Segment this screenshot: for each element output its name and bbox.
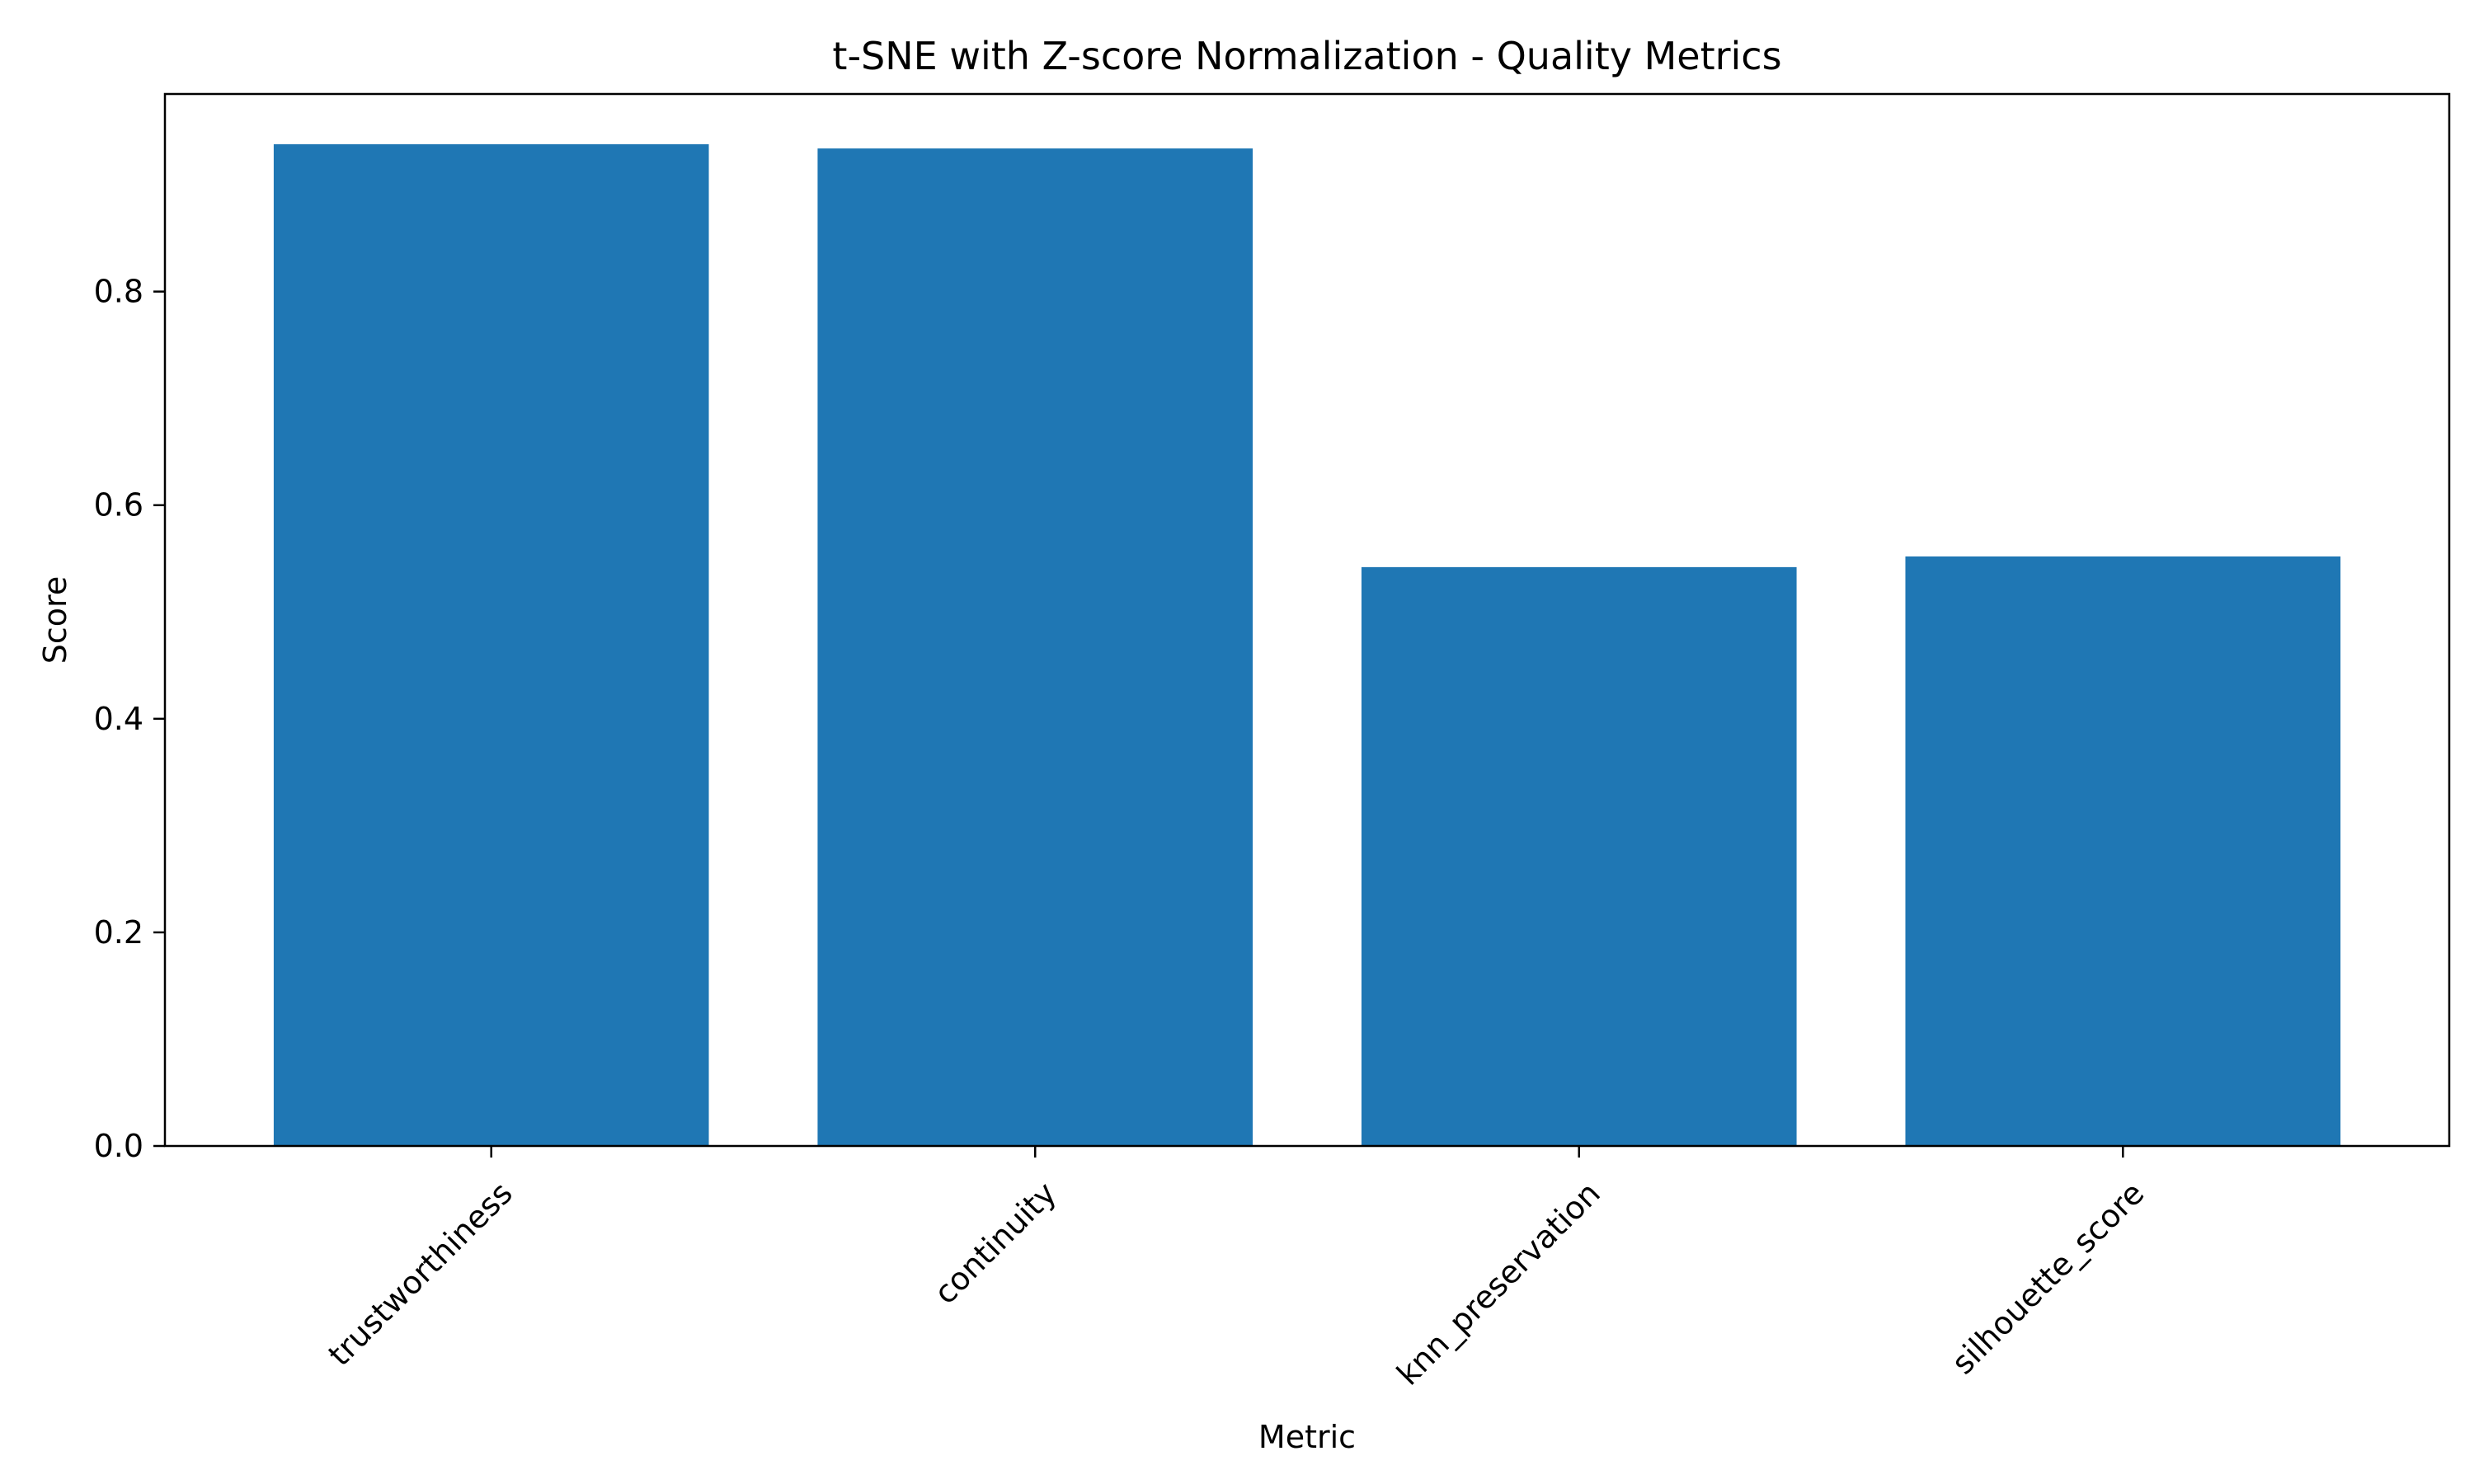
bar-knn_preservation <box>1361 566 1797 1146</box>
chart-title: t-SNE with Z-score Normalization - Quali… <box>832 34 1781 78</box>
y-tick-label: 0.4 <box>94 701 143 737</box>
bar-continuity <box>817 148 1253 1146</box>
x-tick-label-trustworthiness: trustworthiness <box>322 1175 520 1373</box>
bars-layer <box>273 143 2341 1147</box>
x-tick-label-continuity: continuity <box>927 1175 1063 1311</box>
x-axis: trustworthiness continuity knn_preservatio… <box>322 1146 2151 1392</box>
plot-frame <box>163 92 2451 1148</box>
x-axis-label: Metric <box>1258 1419 1356 1455</box>
x-tick-label-silhouette_score: silhouette_score <box>1945 1175 2151 1381</box>
x-tick-label-knn_preservation: knn_preservation <box>1390 1175 1607 1392</box>
bar-silhouette_score <box>1905 556 2341 1146</box>
y-axis: 0.0 0.2 0.4 0.6 0.8 <box>94 274 165 1164</box>
y-tick-label: 0.6 <box>94 487 143 524</box>
y-axis-label: Score <box>37 576 73 664</box>
y-tick-label: 0.2 <box>94 914 143 951</box>
y-tick-label: 0.0 <box>94 1128 143 1164</box>
bar-trustworthiness <box>273 143 709 1147</box>
y-tick-label: 0.8 <box>94 274 143 310</box>
